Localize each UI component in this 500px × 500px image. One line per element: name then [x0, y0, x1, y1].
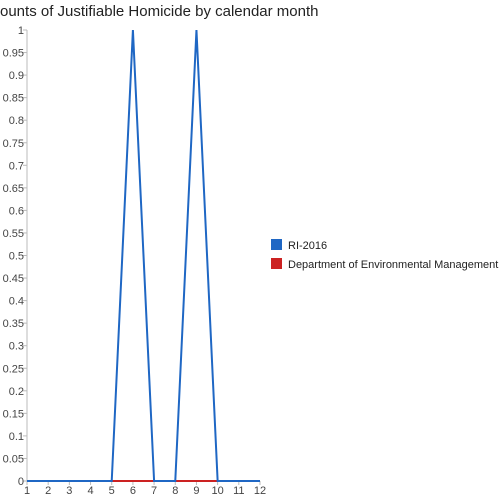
y-tick-label: 0.75: [3, 138, 24, 150]
y-tick-label: 0.1: [9, 431, 24, 443]
y-tick-label: 0.05: [3, 453, 24, 465]
x-tick-label: 6: [130, 485, 136, 497]
y-tick-label: 0.95: [3, 48, 24, 60]
x-tick-label: 4: [87, 485, 93, 497]
y-tick-label: 0.45: [3, 273, 24, 285]
legend-label: Department of Environmental Management: [288, 259, 498, 271]
x-tick-label: 1: [24, 485, 30, 497]
legend: RI-2016 Department of Environmental Manag…: [271, 239, 498, 271]
x-tick-label: 5: [109, 485, 115, 497]
x-tick-label: 2: [45, 485, 51, 497]
y-tick-label: 0.3: [9, 341, 24, 353]
legend-label: RI-2016: [288, 240, 327, 252]
x-tick-label: 7: [151, 485, 157, 497]
y-tick-label: 0.15: [3, 408, 24, 420]
x-tick-label: 11: [233, 485, 244, 497]
plot-area: [27, 29, 260, 482]
y-tick-label: 1: [18, 25, 24, 37]
y-tick-label: 0.4: [9, 296, 24, 308]
x-axis: 1 2 3 4 5 6 7 8 9 10 11 12: [24, 480, 266, 497]
y-axis: 0 0.05 0.1 0.15 0.2 0.25 0.3 0.35 0.4 0.45 0.5 0.55…: [3, 25, 28, 488]
x-tick-label: 12: [254, 485, 266, 497]
y-tick-label: 0.2: [9, 386, 24, 398]
legend-swatch: [271, 239, 282, 250]
x-tick-label: 8: [172, 485, 178, 497]
x-tick-label: 10: [212, 485, 224, 497]
y-tick-label: 0.7: [9, 160, 24, 172]
y-tick-label: 0.65: [3, 183, 24, 195]
y-tick-label: 0.5: [9, 251, 24, 263]
y-tick-label: 0.9: [9, 70, 24, 82]
chart-title: ounts of Justifiable Homicide by calenda…: [0, 3, 319, 20]
x-tick-label: 3: [66, 485, 72, 497]
series-line-1: [27, 29, 260, 482]
y-tick-label: 0.55: [3, 228, 24, 240]
y-tick-label: 0.8: [9, 115, 24, 127]
y-tick-label: 0.6: [9, 205, 24, 217]
y-tick-label: 0.25: [3, 363, 24, 375]
x-tick-label: 9: [193, 485, 199, 497]
legend-swatch: [271, 258, 282, 269]
y-tick-label: 0: [18, 476, 24, 488]
y-tick-label: 0.85: [3, 93, 24, 105]
y-tick-label: 0.35: [3, 318, 24, 330]
